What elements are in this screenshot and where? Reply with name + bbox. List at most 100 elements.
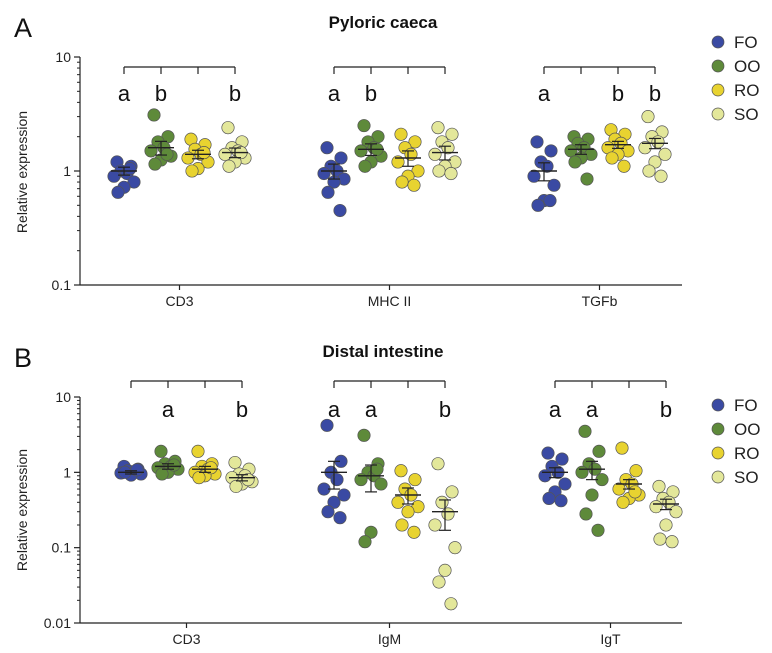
legend-label-so: SO bbox=[734, 105, 759, 124]
significance-letter: a bbox=[549, 397, 562, 422]
data-point bbox=[197, 146, 211, 160]
data-point bbox=[444, 597, 458, 611]
panel-a-ylabel: Relative expression bbox=[14, 111, 30, 233]
data-point bbox=[538, 469, 552, 483]
data-point bbox=[653, 532, 667, 546]
legend-label-fo: FO bbox=[734, 396, 758, 415]
data-point bbox=[431, 121, 445, 135]
group-igt: IgT a a b bbox=[538, 380, 683, 647]
significance-letter: b bbox=[660, 397, 672, 422]
legend-panel-b: FO OO RO SO bbox=[711, 396, 760, 487]
data-point bbox=[228, 455, 242, 470]
data-point bbox=[575, 465, 589, 479]
significance-letter: b bbox=[229, 81, 241, 106]
data-point bbox=[448, 541, 462, 555]
significance-letter: a bbox=[586, 397, 599, 422]
data-point bbox=[547, 178, 561, 192]
y-tick-label: 1 bbox=[63, 163, 71, 179]
data-point bbox=[358, 535, 372, 549]
data-point bbox=[395, 175, 409, 189]
data-point bbox=[558, 477, 572, 491]
panel-letter-a: A bbox=[14, 13, 32, 43]
data-point bbox=[374, 477, 388, 491]
significance-letter: a bbox=[365, 397, 378, 422]
legend-marker-fo bbox=[711, 35, 725, 49]
data-point bbox=[659, 518, 673, 532]
panel-b-title: Distal intestine bbox=[323, 342, 444, 361]
data-point bbox=[357, 428, 371, 442]
significance-letter: a bbox=[162, 397, 175, 422]
significance-letter: a bbox=[118, 81, 131, 106]
data-point bbox=[432, 164, 446, 178]
data-point bbox=[320, 418, 334, 432]
panel-a: A Pyloric caeca Relative expression 0.1 1… bbox=[14, 13, 682, 309]
data-point bbox=[123, 162, 137, 176]
data-point bbox=[321, 505, 335, 519]
group-igm: IgM a a b bbox=[317, 380, 462, 647]
data-point bbox=[431, 457, 445, 471]
data-point bbox=[555, 452, 569, 466]
data-point bbox=[317, 166, 331, 181]
data-point bbox=[629, 464, 643, 478]
data-point bbox=[218, 147, 232, 161]
data-point bbox=[648, 155, 662, 169]
series-so bbox=[218, 121, 252, 173]
series-so bbox=[649, 479, 683, 549]
series-so bbox=[428, 121, 462, 181]
legend-marker-oo bbox=[711, 59, 725, 73]
data-point bbox=[579, 507, 593, 521]
series-fo bbox=[317, 418, 351, 525]
significance-letter: b bbox=[236, 397, 248, 422]
data-point bbox=[527, 169, 541, 183]
category-label: TGFb bbox=[582, 293, 618, 309]
y-tick-label: 0.1 bbox=[52, 277, 72, 293]
data-point bbox=[617, 159, 631, 173]
series-ro bbox=[188, 444, 222, 485]
data-point bbox=[616, 495, 630, 509]
data-point bbox=[107, 169, 121, 183]
data-point bbox=[638, 141, 652, 155]
legend-marker-ro bbox=[711, 446, 725, 460]
data-point bbox=[391, 495, 405, 509]
panel-letter-b: B bbox=[14, 343, 32, 373]
data-point bbox=[651, 135, 665, 149]
y-tick-label: 0.1 bbox=[52, 540, 72, 556]
data-point bbox=[321, 185, 335, 199]
data-point bbox=[408, 473, 422, 487]
significance-letter: a bbox=[328, 397, 341, 422]
data-point bbox=[438, 563, 452, 577]
data-point bbox=[649, 500, 663, 514]
group-mhc-ii: MHC II a b bbox=[317, 66, 462, 309]
data-point bbox=[154, 444, 168, 458]
series-oo bbox=[144, 108, 178, 171]
series-ro bbox=[601, 123, 635, 173]
legend-marker-oo bbox=[711, 422, 725, 436]
legend-label-ro: RO bbox=[734, 81, 760, 100]
significance-letter: a bbox=[328, 81, 341, 106]
data-point bbox=[543, 194, 557, 208]
group-cd3: CD3 a b bbox=[114, 380, 259, 647]
legend-panel-a: FO OO RO SO bbox=[711, 33, 760, 124]
series-ro bbox=[391, 127, 425, 192]
series-so bbox=[428, 457, 462, 611]
data-point bbox=[408, 135, 422, 149]
data-point bbox=[229, 479, 243, 493]
panel-a-title: Pyloric caeca bbox=[329, 13, 438, 32]
series-oo bbox=[354, 428, 388, 549]
data-point bbox=[544, 144, 558, 158]
legend-marker-so bbox=[711, 470, 725, 484]
data-point bbox=[542, 491, 556, 506]
data-point bbox=[580, 172, 594, 186]
legend-label-so: SO bbox=[734, 468, 759, 487]
significance-letter: b bbox=[612, 81, 624, 106]
legend-label-fo: FO bbox=[734, 33, 758, 52]
panel-b-ylabel: Relative expression bbox=[14, 449, 30, 571]
data-point bbox=[654, 169, 668, 183]
category-label: IgM bbox=[378, 631, 401, 647]
data-point bbox=[354, 144, 368, 158]
data-point bbox=[407, 525, 421, 539]
data-point bbox=[358, 159, 372, 173]
significance-letter: b bbox=[365, 81, 377, 106]
